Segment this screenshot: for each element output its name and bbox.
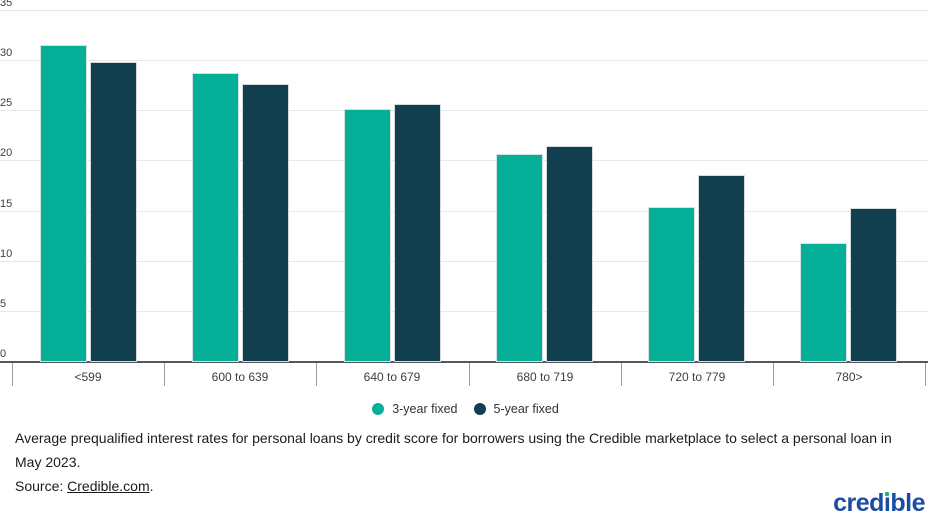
x-axis-tick bbox=[12, 363, 13, 386]
bar-5-year-fixed-1 bbox=[90, 62, 137, 362]
gridline-30 bbox=[0, 60, 928, 62]
logo-letter-i: ı bbox=[883, 489, 891, 517]
legend-swatch-icon bbox=[473, 403, 486, 415]
gridline-5 bbox=[0, 310, 928, 312]
y-axis-label: 30 bbox=[0, 47, 13, 60]
x-axis-label: 600 to 639 bbox=[211, 370, 269, 384]
x-axis-label: <599 bbox=[74, 370, 102, 384]
y-axis-label: 20 bbox=[0, 147, 13, 160]
source-prefix: Source: bbox=[15, 478, 68, 494]
x-axis-tick bbox=[621, 363, 622, 386]
bar-3-year-fixed-2 bbox=[192, 73, 239, 362]
bar-chart-plot: 0 5 10 15 20 25 30 35 <599 600 to 639 640 to 679 68… bbox=[0, 0, 928, 386]
gridline-25 bbox=[0, 110, 928, 112]
y-axis-label: 10 bbox=[0, 247, 13, 260]
y-axis-label: 15 bbox=[0, 197, 13, 210]
bar-3-year-fixed-6 bbox=[800, 243, 847, 362]
bar-3-year-fixed-5 bbox=[648, 207, 695, 362]
gridline-10 bbox=[0, 260, 928, 262]
x-axis-tick bbox=[925, 363, 926, 386]
caption-text: Average prequalified interest rates for … bbox=[15, 430, 892, 470]
legend-label: 3-year fixed bbox=[392, 402, 458, 416]
bar-5-year-fixed-6 bbox=[850, 208, 897, 362]
x-axis-label: 720 to 779 bbox=[668, 370, 726, 384]
bar-3-year-fixed-1 bbox=[40, 45, 87, 362]
legend-item-3-year-fixed: 3-year fixed bbox=[372, 402, 458, 416]
x-axis-label: 780> bbox=[835, 370, 863, 384]
bar-5-year-fixed-2 bbox=[242, 84, 289, 362]
bar-3-year-fixed-3 bbox=[344, 109, 391, 362]
x-axis-tick bbox=[469, 363, 470, 386]
logo-part1: cred bbox=[833, 489, 884, 517]
legend-label: 5-year fixed bbox=[493, 402, 559, 416]
x-axis-tick bbox=[316, 363, 317, 386]
logo-part2: ble bbox=[890, 489, 925, 517]
chart-caption: Average prequalified interest rates for … bbox=[15, 426, 921, 498]
y-axis-label: 5 bbox=[0, 297, 7, 310]
x-axis-label: 640 to 679 bbox=[363, 370, 421, 384]
gridline-20 bbox=[0, 160, 928, 162]
bar-5-year-fixed-4 bbox=[546, 146, 593, 362]
y-axis-label: 35 bbox=[0, 0, 13, 9]
logo-i-text: ı bbox=[883, 489, 891, 517]
gridline-15 bbox=[0, 210, 928, 212]
x-axis-tick bbox=[164, 363, 165, 386]
gridline-35 bbox=[0, 9, 928, 11]
source-link[interactable]: Credible.com bbox=[67, 478, 150, 494]
chart-legend: 3-year fixed 5-year fixed bbox=[0, 399, 931, 419]
bar-3-year-fixed-4 bbox=[496, 154, 543, 362]
credible-logo: credı ble bbox=[833, 491, 925, 516]
bar-5-year-fixed-3 bbox=[394, 104, 441, 362]
legend-item-5-year-fixed: 5-year fixed bbox=[473, 402, 559, 416]
y-axis-label: 25 bbox=[0, 97, 13, 110]
source-suffix: . bbox=[149, 478, 154, 494]
x-axis-tick bbox=[773, 363, 774, 386]
x-axis-line bbox=[0, 361, 928, 363]
x-axis-label: 680 to 719 bbox=[516, 370, 574, 384]
legend-swatch-icon bbox=[372, 403, 385, 415]
logo-i-dot bbox=[884, 492, 890, 497]
bar-5-year-fixed-5 bbox=[698, 175, 745, 362]
y-axis-label: 0 bbox=[0, 348, 7, 360]
